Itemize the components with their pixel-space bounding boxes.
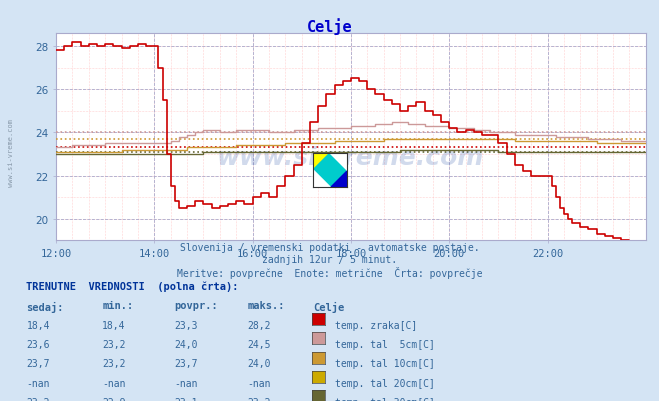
- Text: 23,6: 23,6: [26, 339, 50, 349]
- Polygon shape: [330, 153, 347, 170]
- Text: www.si-vreme.com: www.si-vreme.com: [8, 118, 14, 186]
- Text: Celje: Celje: [306, 18, 353, 35]
- Text: temp. zraka[C]: temp. zraka[C]: [335, 320, 417, 330]
- Polygon shape: [313, 153, 330, 170]
- Text: Slovenija / vremenski podatki - avtomatske postaje.: Slovenija / vremenski podatki - avtomats…: [180, 243, 479, 253]
- Text: Celje: Celje: [313, 301, 344, 312]
- Text: temp. tal 20cm[C]: temp. tal 20cm[C]: [335, 378, 435, 388]
- Text: 23,2: 23,2: [26, 397, 50, 401]
- Text: 18,4: 18,4: [26, 320, 50, 330]
- Text: 24,5: 24,5: [247, 339, 271, 349]
- Text: zadnjih 12ur / 5 minut.: zadnjih 12ur / 5 minut.: [262, 255, 397, 265]
- Polygon shape: [313, 153, 347, 188]
- Text: 24,0: 24,0: [175, 339, 198, 349]
- Text: 24,0: 24,0: [247, 358, 271, 369]
- Text: www.si-vreme.com: www.si-vreme.com: [217, 146, 484, 170]
- Text: 18,4: 18,4: [102, 320, 126, 330]
- Text: maks.:: maks.:: [247, 301, 285, 311]
- Text: 23,2: 23,2: [102, 358, 126, 369]
- Text: 23,1: 23,1: [175, 397, 198, 401]
- Text: 23,3: 23,3: [175, 320, 198, 330]
- Text: -nan: -nan: [247, 378, 271, 388]
- Text: temp. tal 30cm[C]: temp. tal 30cm[C]: [335, 397, 435, 401]
- Text: temp. tal 10cm[C]: temp. tal 10cm[C]: [335, 358, 435, 369]
- Text: 23,7: 23,7: [26, 358, 50, 369]
- Polygon shape: [313, 170, 330, 188]
- Text: -nan: -nan: [26, 378, 50, 388]
- Text: 23,2: 23,2: [102, 339, 126, 349]
- Polygon shape: [330, 170, 347, 188]
- Text: Meritve: povprečne  Enote: metrične  Črta: povprečje: Meritve: povprečne Enote: metrične Črta:…: [177, 267, 482, 279]
- Text: TRENUTNE  VREDNOSTI  (polna črta):: TRENUTNE VREDNOSTI (polna črta):: [26, 281, 239, 291]
- Text: 22,9: 22,9: [102, 397, 126, 401]
- Text: -nan: -nan: [175, 378, 198, 388]
- Text: sedaj:: sedaj:: [26, 301, 64, 312]
- Text: temp. tal  5cm[C]: temp. tal 5cm[C]: [335, 339, 435, 349]
- Text: -nan: -nan: [102, 378, 126, 388]
- Text: 28,2: 28,2: [247, 320, 271, 330]
- Text: min.:: min.:: [102, 301, 133, 311]
- Text: 23,7: 23,7: [175, 358, 198, 369]
- Text: povpr.:: povpr.:: [175, 301, 218, 311]
- Text: 23,2: 23,2: [247, 397, 271, 401]
